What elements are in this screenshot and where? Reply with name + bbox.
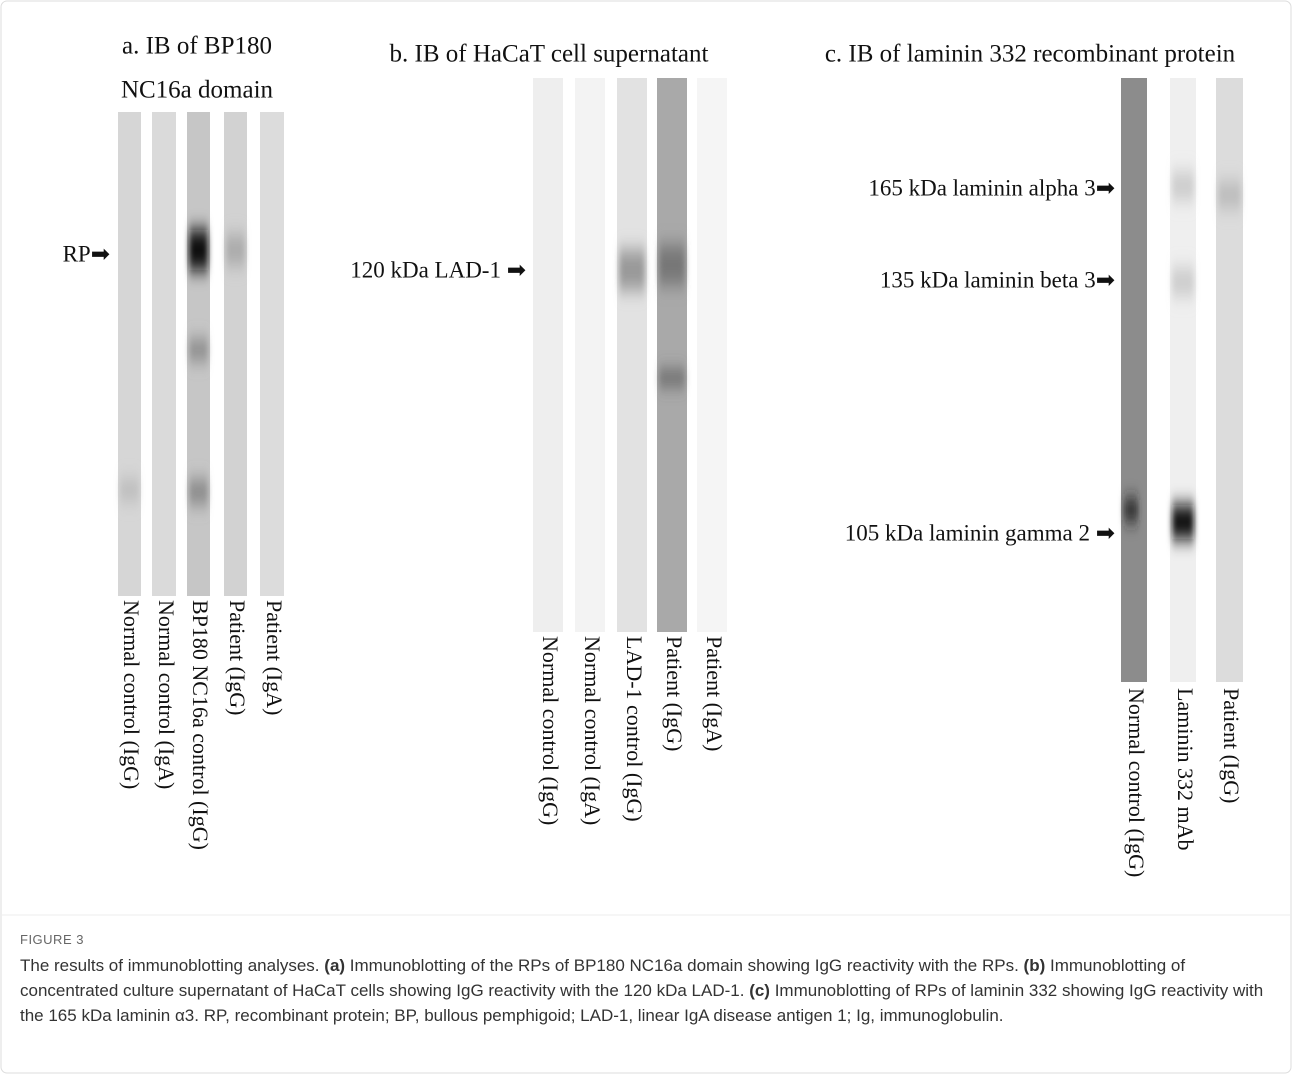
band-marker: 135 kDa laminin beta 3➡ [880, 267, 1115, 292]
lane-label: Normal control (IgG) [1124, 688, 1149, 877]
figure: a. IB of BP180 NC16a domain RP➡ Normal c… [0, 0, 1292, 1074]
strip [1216, 78, 1243, 682]
panel-b: b. IB of HaCaT cell supernatant 120 kDa … [350, 41, 727, 826]
lane-label: Patient (IgG) [662, 636, 687, 751]
band [619, 250, 645, 290]
strip [118, 112, 141, 596]
lane-label: Patient (IgA) [262, 600, 287, 715]
band [120, 480, 139, 500]
strip [152, 112, 176, 596]
strip [260, 112, 284, 596]
strip [1121, 78, 1147, 682]
band-marker: RP➡ [63, 241, 110, 266]
lane-label: Patient (IgG) [225, 600, 250, 715]
band [189, 480, 208, 504]
strip [1170, 78, 1196, 682]
band [226, 235, 245, 265]
panel-title: NC16a domain [121, 77, 274, 104]
band [1172, 268, 1194, 296]
strip [224, 112, 247, 596]
lane-label: Normal control (IgA) [580, 636, 605, 825]
panel-title: a. IB of BP180 [122, 33, 272, 60]
band-marker: 120 kDa LAD-1 ➡ [350, 257, 526, 282]
lane-label: Normal control (IgG) [538, 636, 563, 825]
lane-label: BP180 NC16a control (IgG) [188, 600, 213, 850]
caption-part-label: (b) [1024, 956, 1046, 975]
lane-label: Patient (IgG) [1219, 688, 1244, 803]
strips [1121, 78, 1243, 682]
caption-part-label: (a) [324, 956, 345, 975]
page: a. IB of BP180 NC16a domain RP➡ Normal c… [0, 0, 1292, 1074]
strips [533, 78, 727, 632]
strip [617, 78, 647, 632]
lane-label: Normal control (IgG) [119, 600, 144, 789]
band [659, 372, 685, 384]
strip [657, 78, 687, 632]
strip [533, 78, 563, 632]
panel-a: a. IB of BP180 NC16a domain RP➡ Normal c… [63, 33, 287, 850]
band-marker: 105 kDa laminin gamma 2 ➡ [845, 520, 1115, 545]
caption-part: Immunoblotting of the RPs of BP180 NC16a… [350, 956, 1019, 975]
band [659, 245, 685, 285]
panel-c: c. IB of laminin 332 recombinant protein… [825, 41, 1244, 878]
band [189, 230, 208, 270]
strips [118, 112, 284, 596]
strip [697, 78, 727, 632]
panel-title: c. IB of laminin 332 recombinant protein [825, 41, 1236, 68]
lane-label: Laminin 332 mAb [1173, 688, 1198, 851]
band [189, 340, 208, 360]
band [1124, 500, 1138, 520]
band [1172, 172, 1194, 200]
lane-label: Patient (IgA) [702, 636, 727, 751]
caption-tail: RP, recombinant protein; BP, bullous pem… [204, 1006, 1004, 1025]
caption-text: The results of immunoblotting analyses. … [20, 953, 1272, 1028]
lane-label: Normal control (IgA) [154, 600, 179, 789]
band [1172, 505, 1194, 539]
band-marker: 165 kDa laminin alpha 3➡ [868, 175, 1115, 200]
lane-label: LAD-1 control (IgG) [622, 636, 647, 822]
caption-part-label: (c) [749, 981, 770, 1000]
caption: FIGURE 3 The results of immunoblotting a… [20, 932, 1272, 1028]
caption-lead: The results of immunoblotting analyses. [20, 956, 320, 975]
band [1218, 182, 1241, 208]
strip [575, 78, 605, 632]
figure-label: FIGURE 3 [20, 932, 1272, 947]
panel-title: b. IB of HaCaT cell supernatant [390, 41, 709, 68]
